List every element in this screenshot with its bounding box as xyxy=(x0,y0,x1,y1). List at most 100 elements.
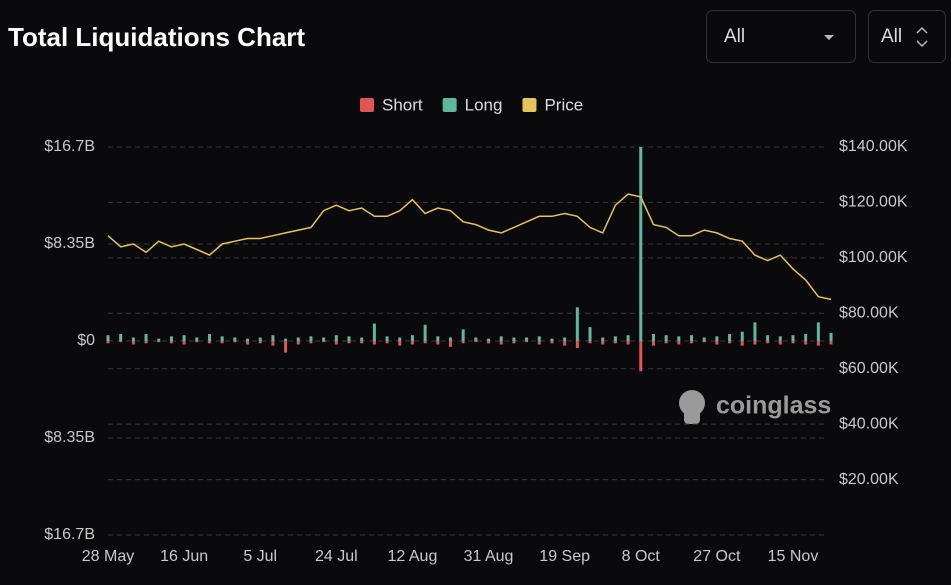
bar xyxy=(271,335,275,341)
bar xyxy=(601,341,605,345)
legend-label: Short xyxy=(382,95,423,114)
bar xyxy=(766,335,770,341)
y2-tick-label: $80.00K xyxy=(839,305,899,322)
bar xyxy=(385,341,389,344)
bar xyxy=(322,341,326,343)
bar xyxy=(791,341,795,344)
y-tick-label: $8.35B xyxy=(44,429,95,446)
bar xyxy=(715,341,719,345)
bar xyxy=(626,341,630,345)
bar xyxy=(613,336,617,341)
bar xyxy=(144,334,148,341)
bar xyxy=(804,334,808,341)
y2-tick-label: $140.00K xyxy=(839,138,908,155)
dropdown-arrow xyxy=(824,35,834,40)
x-tick-label: 19 Sep xyxy=(539,548,590,565)
bar xyxy=(271,341,275,346)
bar xyxy=(131,341,135,345)
bar xyxy=(423,341,427,344)
bar xyxy=(778,341,782,345)
bar xyxy=(207,341,211,344)
bar xyxy=(436,336,440,341)
bar xyxy=(309,336,313,341)
bar xyxy=(410,335,414,341)
bar xyxy=(537,336,541,341)
bar xyxy=(651,341,655,346)
bar xyxy=(690,341,694,344)
bar xyxy=(195,341,199,343)
bar xyxy=(639,341,643,372)
bar xyxy=(525,341,529,343)
dropdown[interactable]: All xyxy=(706,10,856,63)
bar xyxy=(778,336,782,341)
bar xyxy=(499,341,503,345)
bar xyxy=(740,331,744,341)
bar xyxy=(309,341,313,344)
bar xyxy=(740,341,744,346)
bar xyxy=(258,341,262,344)
bar xyxy=(220,336,224,341)
watermark-icon xyxy=(679,390,705,416)
bar xyxy=(157,338,161,341)
bar xyxy=(284,338,288,341)
bar xyxy=(360,341,364,344)
bar xyxy=(157,341,161,343)
watermark-text: coinglass xyxy=(716,392,831,420)
y-tick-label: $16.7B xyxy=(44,526,95,543)
bar xyxy=(550,341,554,344)
y2-tick-label: $40.00K xyxy=(839,415,899,432)
bar xyxy=(334,341,338,345)
bar xyxy=(791,335,795,341)
bar xyxy=(334,335,338,341)
bar xyxy=(563,341,567,346)
dropdown-label[interactable]: All xyxy=(881,26,902,47)
bar xyxy=(588,327,592,341)
bar xyxy=(690,335,694,341)
bar xyxy=(106,341,110,344)
y-tick-label: $8.35B xyxy=(44,235,95,252)
y2-tick-label: $60.00K xyxy=(839,360,899,377)
dropdown-box[interactable] xyxy=(706,10,856,63)
bar xyxy=(804,341,808,345)
bar xyxy=(322,337,326,341)
bar xyxy=(575,307,579,341)
bar xyxy=(499,336,503,341)
bar xyxy=(639,147,643,341)
x-tick-label: 5 Jul xyxy=(243,548,277,565)
bar xyxy=(119,334,123,341)
y2-tick-label: $20.00K xyxy=(839,471,899,488)
bar xyxy=(474,341,478,343)
bar xyxy=(677,341,681,345)
bar xyxy=(461,329,465,341)
y2-tick-label: $100.00K xyxy=(839,249,908,266)
bar xyxy=(372,323,376,341)
bar xyxy=(448,341,452,347)
bar xyxy=(372,341,376,345)
bar xyxy=(512,341,516,344)
bar xyxy=(246,341,250,345)
bar xyxy=(182,335,186,341)
bar xyxy=(169,341,173,344)
legend-label: Price xyxy=(544,95,583,114)
bar xyxy=(601,337,605,341)
bar xyxy=(588,341,592,344)
bar xyxy=(144,341,148,344)
legend-label: Long xyxy=(465,95,503,114)
x-tick-label: 15 Nov xyxy=(768,548,819,565)
dropdown-label[interactable]: All xyxy=(724,26,745,47)
bar xyxy=(398,341,402,346)
dropdown[interactable]: All xyxy=(868,10,946,63)
bar xyxy=(728,341,732,344)
bar xyxy=(233,341,237,343)
legend-swatch xyxy=(360,98,374,112)
y2-tick-label: $120.00K xyxy=(839,194,908,211)
bar xyxy=(816,341,820,346)
bar xyxy=(702,341,706,343)
bar xyxy=(487,338,491,341)
bar xyxy=(258,337,262,341)
bar xyxy=(448,337,452,341)
dropdown-box[interactable] xyxy=(868,10,946,63)
bar xyxy=(829,341,833,345)
